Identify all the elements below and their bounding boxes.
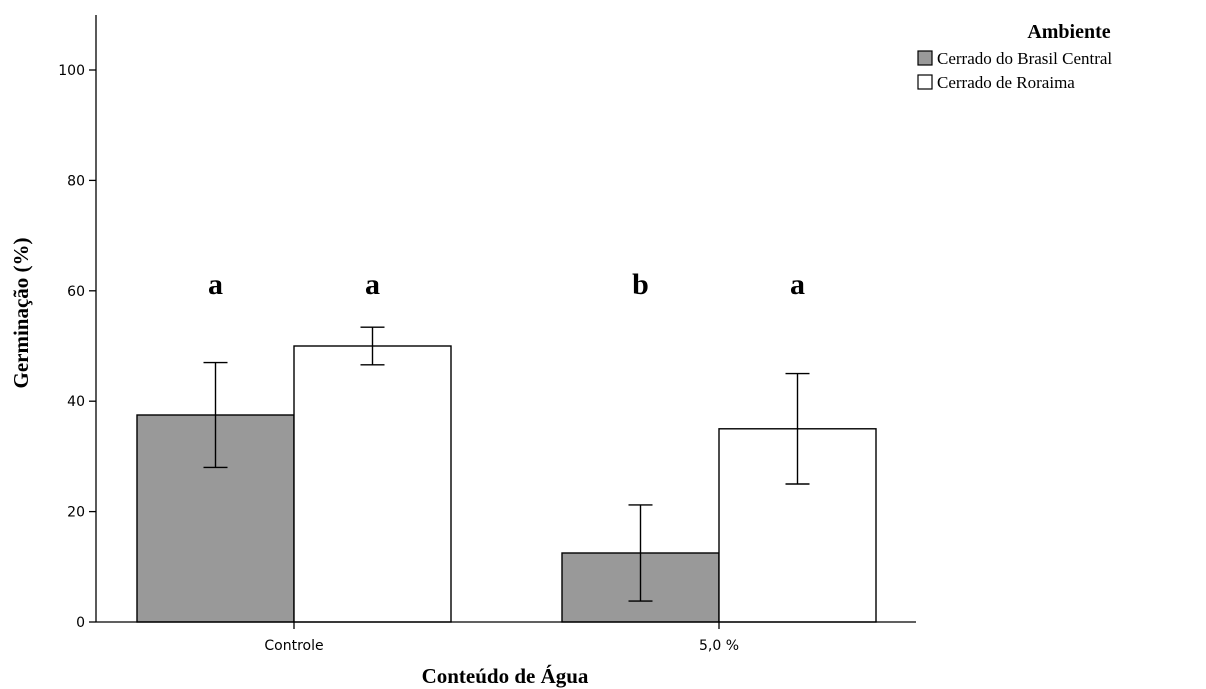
y-tick-label-0: 0: [76, 615, 85, 631]
significance-letter-cerrado-roraima-1: a: [790, 268, 805, 301]
y-tick-label-40: 40: [67, 394, 85, 410]
x-axis-title: Conteúdo de Água: [422, 664, 589, 688]
significance-letter-cerrado-roraima-0: a: [365, 268, 380, 301]
significance-letter-cerrado-brasil-central-0: a: [208, 268, 223, 301]
legend-title: Ambiente: [1027, 21, 1110, 43]
y-tick-label-100: 100: [58, 63, 85, 79]
x-tick-label-0: Controle: [264, 638, 323, 654]
legend-swatch-cerrado-roraima: [917, 74, 933, 90]
x-tick-label-1: 5,0 %: [699, 638, 739, 654]
bar-cerrado-roraima-0: [293, 345, 452, 623]
significance-letter-cerrado-brasil-central-1: b: [632, 268, 649, 301]
legend-label-cerrado-roraima: Cerrado de Roraima: [937, 73, 1075, 92]
y-axis-title: Germinação (%): [9, 237, 33, 388]
y-tick-label-60: 60: [67, 284, 85, 300]
legend: Ambiente Cerrado do Brasil Central Cerra…: [917, 21, 1112, 92]
legend-swatch-cerrado-brasil-central: [917, 50, 933, 66]
y-tick-label-20: 20: [67, 505, 85, 521]
plot-area: a b a a 0 20 40 60 80 100 Controle 5,0 %: [58, 15, 916, 654]
legend-label-cerrado-brasil-central: Cerrado do Brasil Central: [937, 49, 1112, 68]
y-tick-label-80: 80: [67, 173, 85, 189]
